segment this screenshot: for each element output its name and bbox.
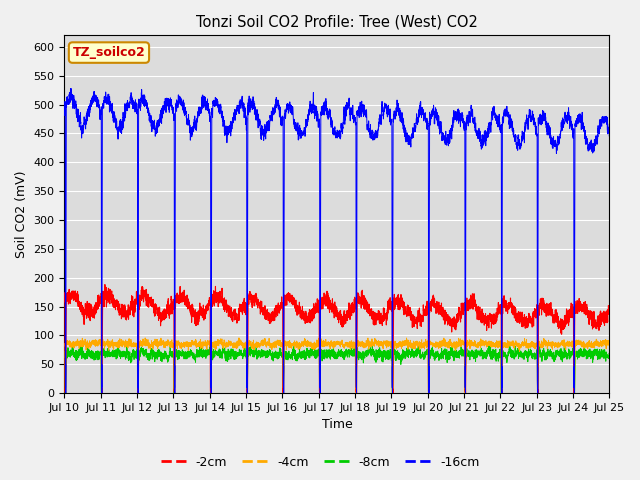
X-axis label: Time: Time — [321, 419, 352, 432]
Legend: -2cm, -4cm, -8cm, -16cm: -2cm, -4cm, -8cm, -16cm — [156, 451, 484, 474]
Text: TZ_soilco2: TZ_soilco2 — [72, 46, 145, 59]
Y-axis label: Soil CO2 (mV): Soil CO2 (mV) — [15, 170, 28, 258]
Title: Tonzi Soil CO2 Profile: Tree (West) CO2: Tonzi Soil CO2 Profile: Tree (West) CO2 — [196, 15, 478, 30]
